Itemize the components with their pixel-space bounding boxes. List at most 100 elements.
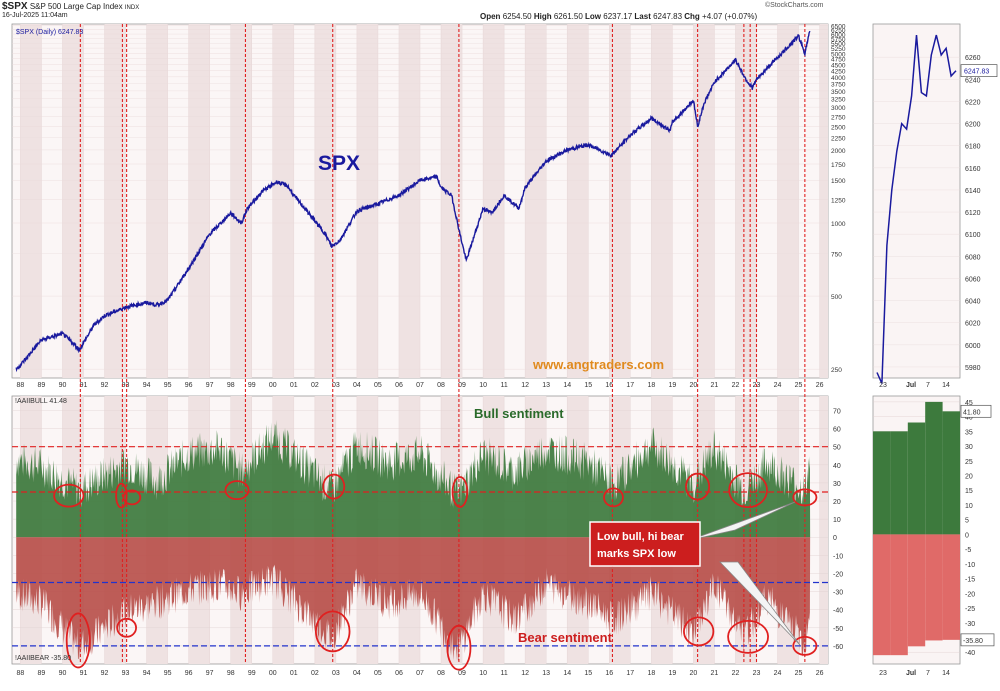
x-tick-label: 12 bbox=[521, 670, 529, 677]
y-tick-label: -30 bbox=[833, 590, 843, 597]
zoom-y-tick-label: 6200 bbox=[965, 122, 981, 129]
x-tick-label: 15 bbox=[584, 382, 592, 389]
zoom-y-tick-label: 6240 bbox=[965, 77, 981, 84]
x-tick-label: 05 bbox=[374, 382, 382, 389]
callout-box bbox=[589, 521, 701, 567]
year-band bbox=[609, 24, 631, 378]
bull-low-circle bbox=[322, 473, 346, 500]
y-tick-label: 6500 bbox=[831, 24, 846, 31]
bull-panel-label: !AAIIBULL 41.48 bbox=[15, 398, 67, 405]
zoom-x-tick-label: 7 bbox=[926, 382, 930, 389]
x-tick-label: 22 bbox=[732, 670, 740, 677]
callout-line-2: marks SPX low bbox=[597, 548, 676, 560]
zoom-x-tick-label: 7 bbox=[926, 670, 930, 677]
y-tick-label: 3000 bbox=[831, 105, 846, 112]
y-tick-label: 1250 bbox=[831, 197, 846, 204]
zoom-y-tick-label: -10 bbox=[965, 562, 975, 569]
bull-low-circle bbox=[53, 483, 85, 508]
last-value: 6247.83 bbox=[653, 12, 683, 21]
zoom-bull-bar bbox=[925, 401, 943, 535]
y-tick-label: 4750 bbox=[831, 57, 846, 64]
y-tick-label: 1750 bbox=[831, 162, 846, 169]
year-band bbox=[819, 396, 828, 664]
y-tick-label: 500 bbox=[831, 294, 842, 301]
callout-pointer-up bbox=[689, 501, 796, 541]
y-tick-label: -10 bbox=[833, 553, 843, 560]
zoom-bull-bar bbox=[890, 431, 908, 535]
year-band bbox=[272, 24, 294, 378]
x-tick-label: 04 bbox=[353, 382, 361, 389]
y-tick-label: 5000 bbox=[831, 51, 846, 58]
x-tick-label: 99 bbox=[248, 670, 256, 677]
x-tick-label: 09 bbox=[458, 382, 466, 389]
y-tick-label: 4000 bbox=[831, 75, 846, 82]
zoom-y-tick-label: 6000 bbox=[965, 343, 981, 350]
x-tick-label: 10 bbox=[479, 382, 487, 389]
spx-price-line bbox=[15, 30, 811, 373]
bull-low-circle bbox=[224, 480, 250, 501]
bear-high-circle bbox=[314, 610, 351, 653]
last-label: Last bbox=[634, 12, 651, 21]
y-tick-label: -40 bbox=[833, 608, 843, 615]
year-band bbox=[20, 24, 42, 378]
bull-last-box bbox=[960, 404, 992, 418]
zoom-x-tick-label: 23 bbox=[879, 382, 887, 389]
bull-low-circle bbox=[122, 489, 142, 506]
x-tick-label: 10 bbox=[479, 670, 487, 677]
x-tick-label: 92 bbox=[101, 670, 109, 677]
y-tick-label: 1500 bbox=[831, 178, 846, 185]
zoom-y-tick-label: 6080 bbox=[965, 254, 981, 261]
bear-high-circle bbox=[446, 624, 472, 671]
zoom-x-tick-label: 14 bbox=[942, 382, 950, 389]
zoom-y-tick-label: -40 bbox=[965, 650, 975, 657]
x-tick-label: 19 bbox=[668, 382, 676, 389]
y-tick-label: 2750 bbox=[831, 114, 846, 121]
bear-high-circle bbox=[727, 619, 769, 654]
zoom-bear-bar bbox=[890, 534, 908, 656]
bull-low-circle bbox=[728, 472, 768, 509]
x-tick-label: 17 bbox=[626, 382, 634, 389]
y-tick-label: 10 bbox=[833, 517, 841, 524]
zoom-y-tick-label: -25 bbox=[965, 606, 975, 613]
x-tick-label: 04 bbox=[353, 670, 361, 677]
zoom-y-tick-label: 6180 bbox=[965, 144, 981, 151]
x-tick-label: 98 bbox=[227, 382, 235, 389]
bear-panel-label: !AAIIBEAR -35.80 bbox=[15, 655, 71, 662]
bear-last-box bbox=[960, 633, 995, 647]
year-band bbox=[777, 24, 799, 378]
callout-line-1: Low bull, hi bear bbox=[597, 531, 685, 543]
bull-low-circle bbox=[115, 482, 128, 509]
x-tick-label: 01 bbox=[290, 382, 298, 389]
y-tick-label: 3250 bbox=[831, 97, 846, 104]
x-tick-label: 07 bbox=[416, 382, 424, 389]
x-tick-label: 26 bbox=[816, 382, 824, 389]
zoom-x-tick-label: 23 bbox=[879, 670, 887, 677]
bull-low-circle bbox=[603, 487, 624, 508]
year-band bbox=[525, 24, 547, 378]
bear-last-value: -35.80 bbox=[963, 638, 983, 645]
y-tick-label: 250 bbox=[831, 367, 842, 374]
zoom-bear-bar bbox=[907, 534, 926, 647]
x-tick-label: 00 bbox=[269, 382, 277, 389]
y-tick-label: 4250 bbox=[831, 68, 846, 75]
x-tick-label: 96 bbox=[185, 670, 193, 677]
y-tick-label: 5750 bbox=[831, 37, 846, 44]
x-tick-label: 20 bbox=[690, 670, 698, 677]
x-tick-label: 93 bbox=[122, 382, 130, 389]
zoom-y-tick-label: 5980 bbox=[965, 365, 981, 372]
x-tick-label: 11 bbox=[500, 382, 507, 389]
chart-header: $SPX S&P 500 Large Cap Index INDX bbox=[2, 1, 139, 12]
x-tick-label: 08 bbox=[437, 670, 445, 677]
x-tick-label: 89 bbox=[38, 382, 46, 389]
high-value: 6261.50 bbox=[553, 12, 583, 21]
open-label: Open bbox=[480, 12, 501, 21]
zoom-y-tick-label: 35 bbox=[965, 429, 973, 436]
year-band bbox=[735, 24, 757, 378]
year-band bbox=[693, 24, 715, 378]
x-tick-label: 00 bbox=[269, 670, 277, 677]
spx-annotation: SPX bbox=[318, 152, 360, 175]
x-tick-label: 16 bbox=[605, 670, 613, 677]
x-tick-label: 16 bbox=[605, 382, 613, 389]
y-tick-label: 5250 bbox=[831, 46, 846, 53]
x-tick-label: 03 bbox=[332, 382, 340, 389]
